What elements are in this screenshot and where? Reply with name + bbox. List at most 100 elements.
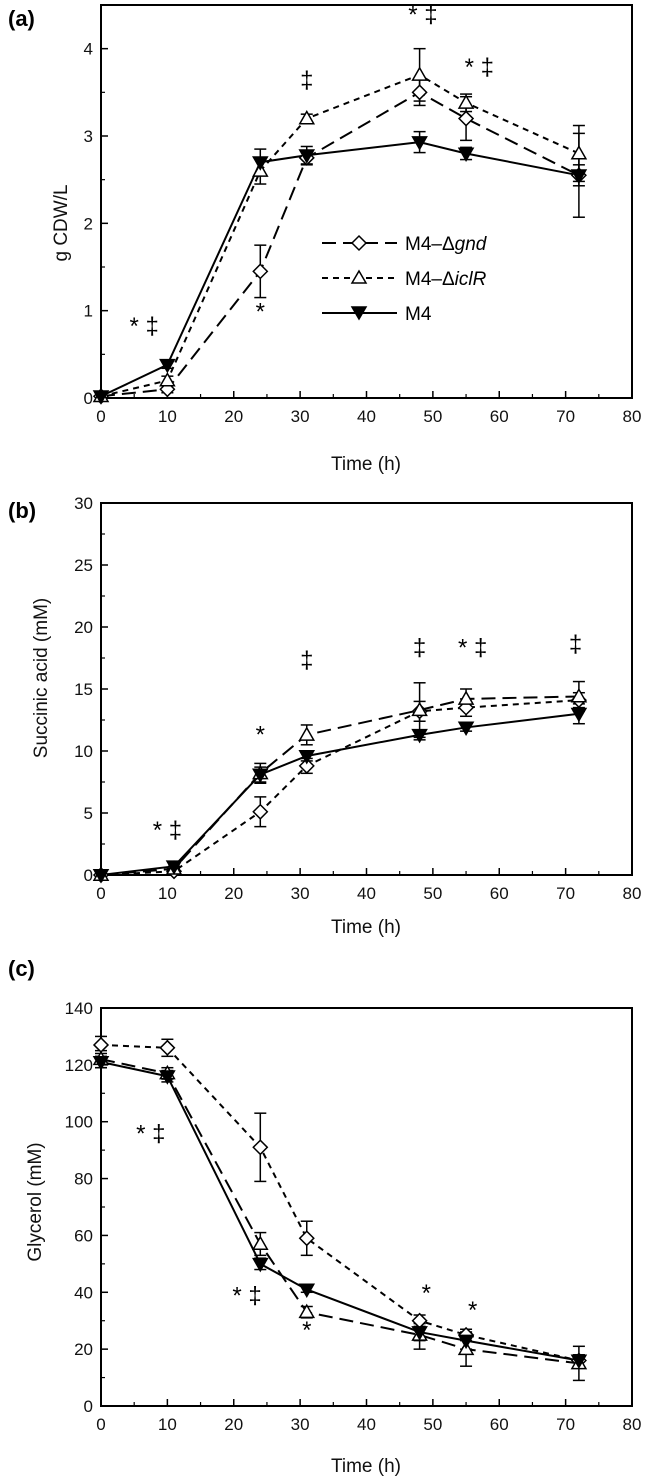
- panel-a-data-point-m4: [298, 149, 316, 164]
- panel-a-significance-annotation: ‡: [300, 67, 313, 94]
- legend-marker-m4: [350, 306, 368, 321]
- panel-a-data-point-m4: [570, 169, 588, 184]
- panel-b-x-tick-label: 0: [96, 884, 105, 903]
- panel-a-label: (a): [8, 6, 35, 31]
- panel-a-data-point-m4: [457, 147, 475, 162]
- panel-c-data-point-gnd: [159, 1039, 176, 1056]
- panel-c-x-tick-label: 80: [623, 1415, 642, 1434]
- panel-a-series-line-m4: [100, 141, 580, 398]
- panel-a-x-tick-label: 20: [224, 407, 243, 426]
- panel-a-significance-annotation: * ‡: [465, 54, 494, 81]
- panel-c-x-tick-label: 50: [423, 1415, 442, 1434]
- panel-c-x-tick-label: 30: [291, 1415, 310, 1434]
- panel-c-data-point-gnd: [411, 1312, 428, 1329]
- panel-b-y-axis-title: Succinic acid (mM): [31, 598, 52, 758]
- panel-a-data-point-m4: [92, 390, 110, 405]
- panel-a-y-tick-label: 4: [84, 40, 93, 59]
- legend-label-gnd-italic: gnd: [455, 234, 488, 255]
- panel-c-data-point-m4: [92, 1056, 110, 1071]
- legend-label-iclr: M4–ΔiclR: [405, 269, 487, 290]
- panel-a-x-axis-title: Time (h): [331, 454, 401, 475]
- panel-c-data-point-m4: [159, 1070, 176, 1085]
- panel-b-x-tick-label: 60: [490, 884, 509, 903]
- panel-c-x-tick-label: 10: [158, 1415, 177, 1434]
- panel-b-data-point-m4: [411, 728, 428, 744]
- panel-b-label: (b): [8, 498, 36, 523]
- panel-b-significance-annotation: ‡: [569, 631, 582, 658]
- panel-a-x-tick-label: 30: [291, 407, 310, 426]
- panel-b-significance-annotation: ‡: [300, 647, 313, 674]
- panel-b-x-tick-label: 80: [623, 884, 642, 903]
- panel-a-legend: M4–Δgnd M4–ΔiclR M4: [322, 234, 488, 325]
- panel-c: (c) Glycerol (mM) Time (h) 0 10 20 30 40 50 60…: [8, 956, 641, 1477]
- panel-c-y-tick-label: 0: [84, 1397, 93, 1416]
- panel-b-series-line-gnd: [100, 699, 579, 876]
- panel-a-x-tick-label: 10: [158, 407, 177, 426]
- panel-b-significance-annotation: ‡: [413, 635, 426, 662]
- legend-label-gnd: M4–Δgnd: [405, 234, 488, 255]
- panel-c-data-point-m4: [570, 1354, 588, 1370]
- panel-c-y-tick-label: 140: [65, 999, 93, 1018]
- panel-c-y-tick-label: 40: [74, 1283, 93, 1302]
- panel-c-x-axis-title: Time (h): [331, 1456, 401, 1477]
- panel-c-significance-annotation: * ‡: [232, 1283, 261, 1310]
- panel-b-y-tick-label: 0: [84, 866, 93, 885]
- panel-c-significance-annotation: *: [422, 1280, 431, 1307]
- panel-c-y-tick-label: 60: [74, 1226, 93, 1245]
- panel-c-series-line-iclR: [100, 1058, 580, 1365]
- legend-label-m4: M4: [405, 304, 432, 325]
- panel-a-x-tick-label: 80: [623, 407, 642, 426]
- panel-a-y-tick-label: 2: [84, 214, 93, 233]
- panel-b-y-tick-label: 10: [74, 742, 93, 761]
- panel-b-data-point-gnd: [252, 803, 269, 820]
- panel-b-x-tick-label: 10: [158, 884, 177, 903]
- panel-c-significance-annotation: *: [468, 1297, 477, 1324]
- panel-b-significance-annotation: * ‡: [458, 635, 487, 662]
- panel-a-significance-annotation: * ‡: [408, 1, 437, 28]
- panel-b: (b) Succinic acid (mM) Time (h) 0 10 20 30 4…: [8, 494, 641, 938]
- legend-marker-gnd: [350, 234, 368, 252]
- panel-b-data-point-m4: [165, 860, 183, 875]
- panel-b-data-point-iclR: [570, 687, 588, 703]
- panel-c-data-point-iclR: [298, 1303, 316, 1319]
- panel-c-data-point-gnd: [92, 1036, 110, 1054]
- panel-c-y-tick-label: 80: [74, 1170, 93, 1189]
- panel-a-data-point-iclR: [298, 110, 316, 125]
- panel-a-data-point-iclR: [411, 66, 428, 81]
- panel-c-x-tick-label: 40: [357, 1415, 376, 1434]
- panel-b-significance-annotation: *: [256, 721, 265, 748]
- legend-item-m4: M4: [322, 304, 432, 325]
- panel-b-series-line-m4: [100, 712, 580, 876]
- panel-a-x-tick-label: 50: [423, 407, 442, 426]
- panel-c-data-point-gnd: [298, 1230, 315, 1247]
- panel-b-x-tick-label: 20: [224, 884, 243, 903]
- panel-a-data-point-m4: [252, 156, 269, 171]
- panel-b-y-tick-label: 20: [74, 618, 93, 637]
- panel-c-x-tick-label: 0: [96, 1415, 105, 1434]
- panel-b-y-tick-label: 15: [74, 680, 93, 699]
- legend-label-iclr-main: M4–Δ: [405, 269, 455, 290]
- panel-c-x-tick-label: 70: [556, 1415, 575, 1434]
- panel-c-series-line-gnd: [100, 1043, 580, 1362]
- panel-a-data-point-gnd: [458, 110, 475, 127]
- panel-b-data-point-gnd: [298, 757, 315, 774]
- panel-a-data-point-gnd: [411, 84, 428, 101]
- panel-c-data-point-gnd: [252, 1139, 269, 1156]
- panel-a-y-tick-label: 1: [84, 302, 93, 321]
- panel-a-y-axis-title: g CDW/L: [51, 184, 72, 261]
- panel-b-data-point-iclR: [411, 701, 428, 717]
- panel-b-data-point-m4: [92, 869, 110, 884]
- panel-c-data-point-m4: [411, 1326, 428, 1341]
- panel-a-series-line-iclR: [100, 73, 580, 398]
- panel-c-y-tick-label: 20: [74, 1340, 93, 1359]
- panel-b-x-tick-label: 30: [291, 884, 310, 903]
- panel-b-x-tick-label: 50: [423, 884, 442, 903]
- panel-a-x-tick-label: 60: [490, 407, 509, 426]
- panel-b-significance-annotation: * ‡: [153, 817, 182, 844]
- panel-c-series-line-m4: [100, 1061, 580, 1362]
- panel-c-plot-frame: [100, 1007, 633, 1407]
- panel-b-data-point-m4: [570, 707, 588, 723]
- panel-c-significance-annotation: *: [302, 1317, 311, 1344]
- panel-a-x-tick-label: 0: [96, 407, 105, 426]
- legend-marker-iclr: [350, 269, 368, 284]
